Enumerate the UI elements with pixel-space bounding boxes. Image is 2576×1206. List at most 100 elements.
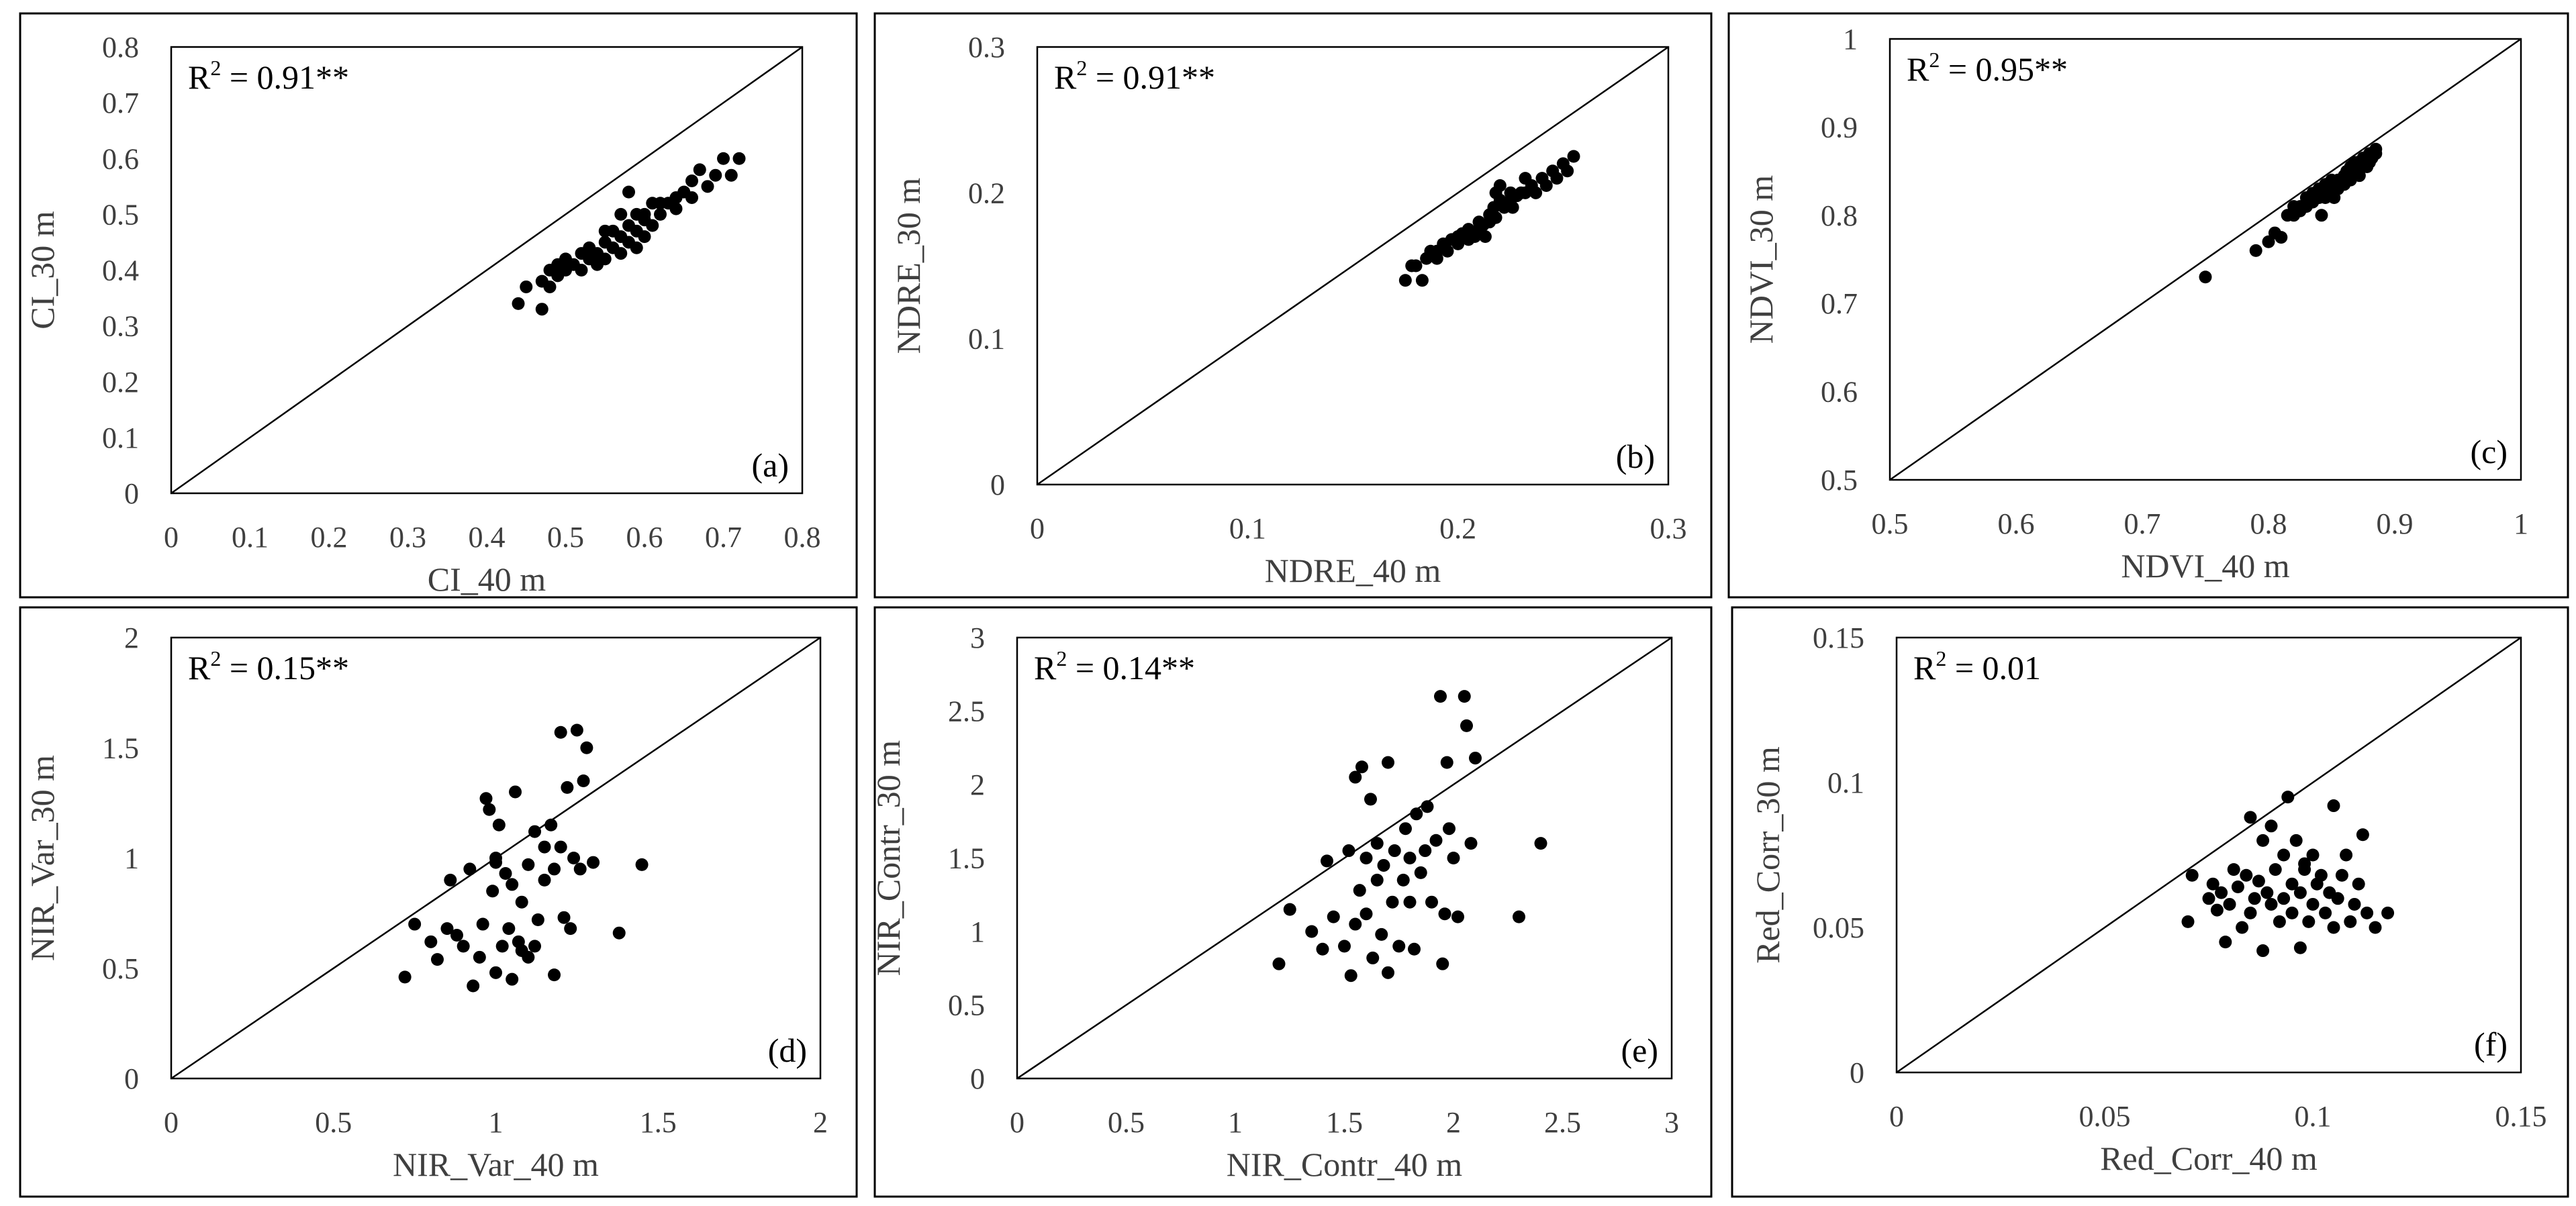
scatter-point [2277, 848, 2291, 862]
y-tick-label: 0.15 [1813, 621, 1864, 654]
scatter-point [2315, 209, 2328, 222]
x-tick-label: 0.1 [232, 521, 269, 554]
x-axis-title: NIR_Var_40 m [393, 1146, 599, 1183]
scatter-point [567, 852, 581, 864]
y-tick-label: 1 [970, 915, 985, 948]
scatter-point [654, 197, 667, 210]
scatter-point [2348, 897, 2361, 911]
scatter-point [538, 840, 551, 854]
scatter-point [408, 917, 422, 931]
plot-area-border [1895, 636, 2522, 1074]
scatter-point [573, 862, 587, 876]
scatter-point [2264, 819, 2278, 833]
scatter-point [638, 207, 651, 221]
scatter-point [2210, 903, 2224, 917]
scatter-point [2285, 906, 2299, 919]
x-tick-label: 0.9 [2377, 507, 2414, 540]
scatter-point [2340, 848, 2353, 862]
scatter-point [2369, 142, 2383, 156]
scatter-point [467, 979, 480, 993]
scatter-point [732, 152, 746, 165]
y-tick-label: 0.6 [102, 142, 139, 175]
y-tick-label: 2 [124, 621, 139, 654]
scatter-point [522, 858, 535, 871]
scatter-point [1375, 927, 1388, 941]
scatter-point [1386, 895, 1399, 909]
scatter-point [2275, 231, 2288, 244]
scatter-points [2181, 791, 2395, 958]
y-tick-label: 0 [990, 468, 1005, 501]
scatter-point [1283, 903, 1296, 916]
scatter-point [2344, 915, 2357, 928]
x-tick-label: 0 [1889, 1100, 1904, 1133]
scatter-point [473, 950, 486, 964]
scatter-point [2327, 799, 2340, 813]
panel-c: 0.5 0.6 0.7 0.8 0.9 1 0.5 0.6 0.7 0.8 0.9 1 NDVI_40 … [1727, 12, 2569, 599]
scatter-points [1272, 690, 1547, 983]
scatter-point [1398, 274, 1412, 287]
scatter-point [1382, 756, 1394, 769]
x-tick-label: 2.5 [1544, 1106, 1581, 1139]
scatter-point [654, 207, 667, 221]
scatter-point [1382, 966, 1394, 979]
scatter-points [398, 723, 649, 993]
scatter-point [548, 968, 561, 982]
x-tick-label: 0.7 [705, 521, 742, 554]
scatter-point [2264, 897, 2278, 911]
scatter-point [489, 856, 502, 869]
x-tick-label: 0.7 [2124, 507, 2161, 540]
scatter-point [1392, 940, 1406, 953]
scatter-point [598, 252, 612, 266]
r-squared-annotation: R2 = 0.95** [1907, 48, 2068, 88]
y-axis-title: NDRE_30 m [890, 178, 927, 354]
y-axis-title: Red_Corr_30 m [1749, 746, 1786, 964]
x-tick-label: 1.5 [640, 1106, 677, 1139]
scatter-point [2223, 897, 2236, 911]
scatter-point [2181, 915, 2195, 928]
scatter-point [1344, 969, 1357, 983]
scatter-point [1370, 837, 1384, 850]
scatter-point [398, 970, 412, 984]
scatter-point [724, 168, 738, 182]
scatter-point [561, 781, 574, 794]
scatter-point [2269, 863, 2282, 876]
x-tick-label: 0 [164, 1106, 179, 1139]
scatter-point [1338, 940, 1351, 953]
y-tick-label: 2 [970, 768, 985, 801]
scatter-point [2360, 906, 2374, 919]
x-tick-label: 1 [2514, 507, 2528, 540]
scatter-point [1419, 844, 1432, 858]
scatter-point [531, 913, 544, 926]
scatter-point [2335, 868, 2348, 882]
scatter-point [587, 856, 600, 869]
scatter-point [1415, 274, 1429, 287]
x-tick-label: 0.5 [547, 521, 584, 554]
scatter-point [538, 873, 551, 887]
scatter-point [1443, 822, 1456, 836]
scatter-point [2356, 828, 2369, 842]
one-to-one-line [1016, 636, 1672, 1080]
scatter-point [1464, 837, 1478, 850]
y-tick-label: 0 [124, 477, 139, 510]
scatter-point [2302, 915, 2316, 928]
scatter-point [1414, 866, 1427, 879]
scatter-point [457, 940, 470, 953]
scatter-point [430, 953, 444, 966]
y-tick-label: 0.2 [102, 366, 139, 399]
scatter-point [1399, 822, 1412, 836]
scatter-point [515, 895, 528, 909]
panel-frame [1727, 12, 2569, 599]
plot-area-border [1036, 46, 1670, 486]
scatter-point [489, 966, 502, 979]
x-tick-label: 0 [1030, 512, 1045, 545]
scatter-point [557, 911, 571, 924]
scatter-point [1353, 884, 1366, 897]
scatter-point [2293, 200, 2307, 213]
scatter-point [646, 219, 659, 232]
scatter-point [1430, 252, 1443, 265]
scatter-point [685, 191, 698, 204]
scatter-point [1355, 760, 1368, 774]
panel-frame [1731, 606, 2569, 1198]
scatter-point [2185, 868, 2199, 882]
y-axis-title: NDVI_30 m [1742, 175, 1780, 344]
